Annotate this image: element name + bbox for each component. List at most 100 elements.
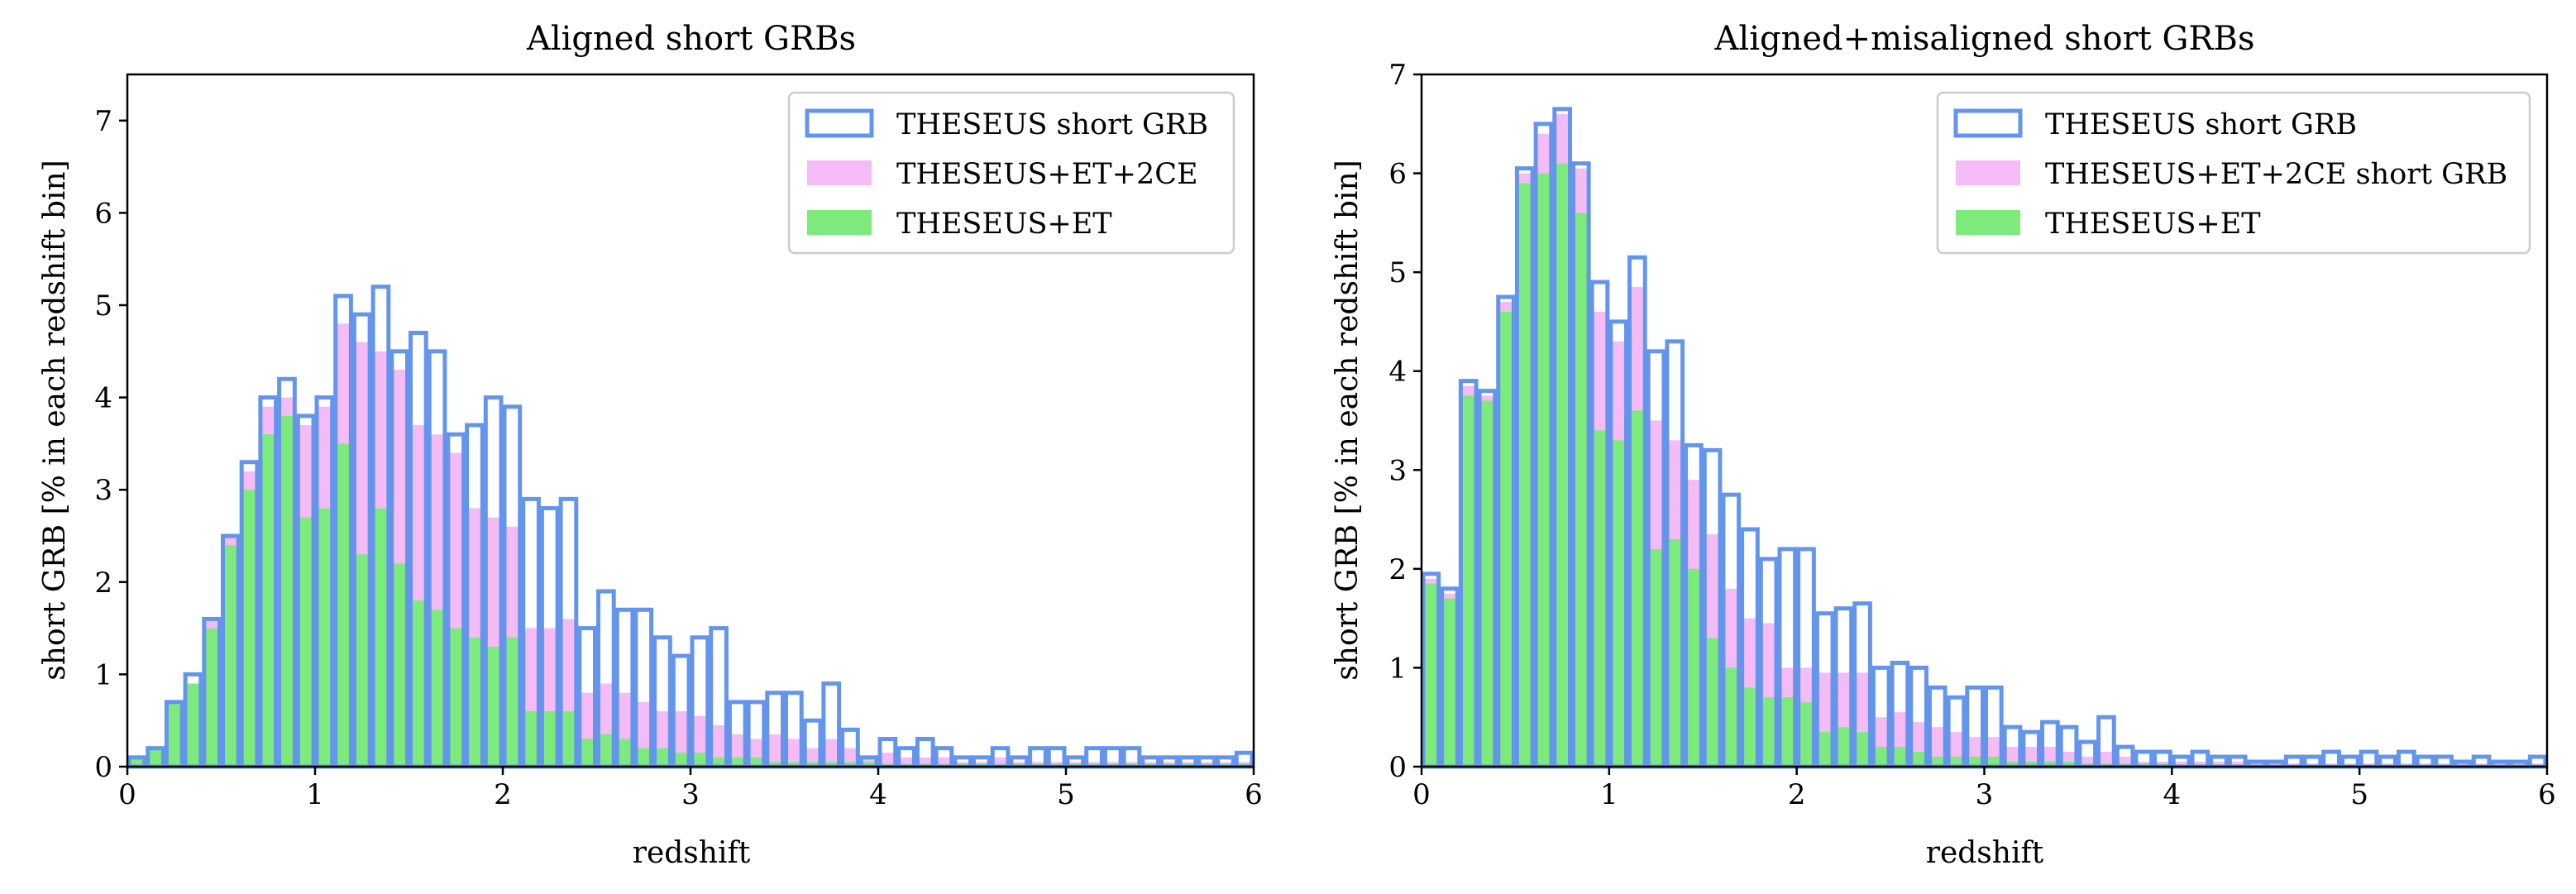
step-bar-theseus (2415, 754, 2435, 769)
bar-theseus-et (1740, 687, 1759, 767)
bar-theseus-et (1459, 395, 1478, 767)
step-bar-theseus (2302, 754, 2323, 769)
bar-theseus-et (521, 711, 540, 767)
bar-theseus-et (127, 757, 146, 767)
bar-theseus-et-2ce (991, 757, 1009, 767)
bar-theseus-et (2040, 762, 2059, 767)
y-tick-label: 5 (94, 289, 112, 323)
legend-label-theseus: THESEUS short GRB (896, 108, 1208, 141)
y-tick-label: 6 (94, 197, 112, 230)
x-tick-label: 5 (1057, 778, 1075, 811)
legend-swatch-theseus (805, 108, 874, 138)
bar-theseus-et (409, 600, 428, 767)
x-tick-label: 0 (1412, 778, 1431, 811)
legend: THESEUS short GRB THESEUS+ET+2CE THESEUS… (787, 91, 1235, 255)
chart-title: Aligned+misaligned short GRBs (1714, 20, 2255, 58)
x-tick-label: 1 (1600, 778, 1618, 811)
bar-theseus-et-2ce (878, 753, 896, 767)
x-tick-label: 3 (1976, 778, 1994, 811)
y-tick-label: 3 (1388, 454, 1407, 487)
bar-theseus-et (540, 711, 559, 767)
y-tick-label: 4 (94, 382, 112, 415)
step-bar-theseus (2378, 754, 2398, 769)
bar-theseus-et (1684, 568, 1703, 767)
bar-theseus-et (1646, 548, 1665, 767)
step-bar-theseus (2471, 754, 2492, 769)
bar-theseus-et-2ce (2209, 762, 2228, 767)
bar-theseus-et (1478, 400, 1496, 767)
bar-theseus-et (315, 508, 333, 767)
step-bar-theseus (2434, 754, 2454, 769)
bar-theseus-et (803, 762, 821, 767)
bar-theseus-et (633, 748, 652, 767)
bar-theseus-et (691, 753, 709, 767)
x-tick-label: 6 (2538, 778, 2556, 811)
bar-theseus-et (1965, 757, 1984, 767)
bar-theseus-et (1890, 747, 1909, 767)
bar-theseus-et (747, 757, 765, 767)
bars-layer (127, 323, 1253, 767)
x-tick-label: 4 (869, 778, 887, 811)
x-axis-label: redshift (1926, 836, 2044, 870)
bar-theseus-et (859, 762, 877, 767)
bar-theseus-et (652, 748, 671, 767)
bar-theseus-et (1571, 213, 1590, 767)
bar-theseus-et (390, 563, 409, 767)
bar-theseus-et (577, 739, 596, 767)
y-tick-label: 7 (1388, 59, 1407, 92)
bar-theseus-et-2ce (709, 724, 728, 767)
legend-label-theseus-et: THESEUS+ET (2045, 208, 2261, 241)
bar-theseus-et-2ce (765, 734, 784, 767)
bar-theseus-et (1796, 702, 1815, 767)
x-tick-label: 4 (2163, 778, 2182, 811)
bar-theseus-et (465, 637, 484, 767)
ticks-layer: 0 1 2 3 4 5 6 0 1 2 3 4 5 6 7 (1388, 59, 2555, 811)
bar-theseus-et (1590, 430, 1608, 767)
x-tick-label: 2 (1788, 778, 1806, 811)
bar-theseus-et (1608, 440, 1627, 767)
bar-theseus-et (840, 762, 859, 767)
bar-theseus-et (352, 554, 371, 767)
bar-theseus-et (1928, 757, 1947, 767)
bar-theseus-et-2ce (2096, 752, 2115, 767)
y-tick-label: 2 (1388, 553, 1407, 586)
bar-theseus-et-2ce (2115, 757, 2134, 767)
bar-theseus-et (333, 443, 352, 767)
legend-label-theseus-et: THESEUS+ET (896, 208, 1112, 241)
bar-theseus-et (709, 757, 728, 767)
legend-label-theseus: THESEUS short GRB (2045, 108, 2357, 141)
y-tick-label: 2 (94, 567, 112, 600)
bar-theseus-et (596, 734, 615, 767)
bar-theseus-et (446, 628, 465, 767)
bar-theseus-et (615, 739, 633, 767)
bar-theseus-et (1703, 638, 1721, 767)
x-tick-label: 3 (681, 778, 700, 811)
step-bar-theseus (2527, 754, 2548, 769)
legend-swatch-theseus-et (807, 210, 872, 235)
bar-theseus-et (1496, 311, 1515, 767)
bar-theseus-et (1534, 173, 1552, 767)
bar-theseus-et (1665, 538, 1684, 767)
x-tick-label: 5 (2350, 778, 2368, 811)
chart-panel-aligned: Aligned short GRBs short GRB [% in each … (38, 20, 1263, 870)
bar-theseus-et-2ce (915, 757, 934, 767)
bar-theseus-et (1947, 757, 1965, 767)
bar-theseus-et-2ce (2172, 762, 2191, 767)
y-tick-label: 6 (1388, 158, 1407, 191)
bar-theseus-et (1627, 410, 1646, 767)
bar-theseus-et (1834, 727, 1852, 767)
legend-swatch-theseus-et-2ce (1956, 160, 2020, 185)
legend-swatch-theseus-et (1956, 210, 2020, 235)
bar-theseus-et (784, 762, 803, 767)
bar-theseus-et (1552, 163, 1571, 767)
y-tick-label: 0 (94, 751, 112, 784)
bar-theseus-et (2021, 762, 2040, 767)
bar-theseus-et (503, 637, 521, 767)
legend-box (1936, 91, 2531, 255)
bar-theseus-et (277, 415, 296, 767)
bar-theseus-et (671, 753, 690, 767)
chart-panel-aligned-misaligned: Aligned+misaligned short GRBs short GRB … (1331, 20, 2556, 870)
step-bar-theseus (2283, 754, 2304, 769)
bar-theseus-et-2ce (2228, 762, 2247, 767)
